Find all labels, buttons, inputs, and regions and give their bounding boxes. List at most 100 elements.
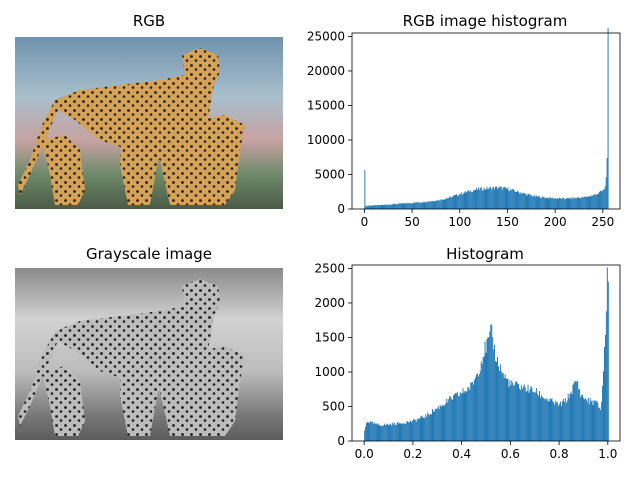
- gray-hist-bar: [375, 424, 377, 441]
- rgb-hist-bar: [372, 205, 373, 209]
- gray-hist-bar: [434, 408, 436, 441]
- rgb-hist-bar: [515, 191, 517, 209]
- gray-hist-bar: [433, 411, 435, 441]
- gray-hist-bar: [483, 356, 485, 441]
- rgb-hist-bar: [466, 191, 468, 209]
- gray-hist-bar: [530, 386, 532, 441]
- rgb-hist-bar: [404, 203, 406, 209]
- gray-hist-bar: [495, 361, 497, 441]
- rgb-hist-bar: [476, 189, 478, 209]
- rgb-hist-bar: [541, 196, 543, 209]
- gray-hist-bar: [582, 394, 583, 441]
- gray-hist-bar: [400, 423, 402, 441]
- gray-hist-bar: [507, 378, 509, 441]
- rgb-hist-bar: [416, 202, 418, 209]
- gray-hist-bar: [368, 422, 370, 441]
- grayscale-image-title: Grayscale image: [86, 245, 212, 263]
- rgb-hist-bar: [477, 187, 479, 209]
- gray-hist-bar: [595, 401, 597, 441]
- rgb-hist-bar: [522, 192, 524, 209]
- rgb-hist-bar: [566, 197, 568, 209]
- gray-hist-ytick-label: 2000: [314, 296, 345, 310]
- gray-hist-bar: [488, 337, 490, 441]
- gray-hist-bar: [525, 391, 527, 441]
- gray-hist-bar: [441, 405, 443, 441]
- gray-hist-bar: [364, 430, 366, 441]
- gray-hist-bar: [379, 425, 381, 441]
- rgb-hist-bar: [435, 200, 437, 209]
- gray-hist-bar: [489, 331, 491, 441]
- gray-hist-bar: [432, 411, 434, 441]
- rgb-hist-bar: [591, 195, 593, 209]
- rgb-hist-bar: [595, 194, 597, 209]
- gray-hist-ytick-label: 1500: [314, 330, 345, 344]
- gray-hist-bar: [368, 422, 369, 441]
- rgb-hist-bar: [599, 191, 600, 209]
- gray-hist-bar: [395, 424, 397, 441]
- gray-hist-bar: [432, 409, 433, 441]
- rgb-hist-bar: [368, 205, 370, 209]
- gray-hist-bar: [372, 423, 374, 441]
- rgb-hist-bar: [524, 193, 526, 209]
- rgb-hist-bar: [571, 198, 573, 209]
- gray-hist-bar: [420, 416, 422, 441]
- rgb-hist-bar: [578, 197, 580, 209]
- rgb-hist-bar: [408, 203, 410, 209]
- rgb-hist-bar: [555, 198, 557, 209]
- gray-hist-bar: [551, 398, 553, 441]
- gray-hist-bar: [480, 361, 482, 441]
- gray-hist-bar: [516, 381, 518, 441]
- rgb-hist-bar: [395, 204, 397, 209]
- gray-hist-bar: [502, 372, 504, 441]
- gray-hist-bar: [406, 421, 408, 441]
- gray-hist-bar: [542, 398, 544, 441]
- rgb-hist-xtick-label: 200: [544, 215, 567, 229]
- rgb-hist-bar: [452, 196, 454, 209]
- rgb-hist-bar: [464, 191, 466, 209]
- gray-hist-bar: [456, 392, 458, 441]
- gray-hist-bar: [496, 361, 497, 441]
- grayscale-image: [15, 268, 283, 440]
- gray-hist-bar: [588, 404, 590, 441]
- gray-hist-bar: [422, 418, 424, 441]
- rgb-hist-bar: [523, 193, 525, 209]
- rgb-hist-bar: [424, 202, 426, 209]
- gray-hist-bar: [377, 423, 379, 441]
- rgb-hist-bar: [420, 202, 422, 209]
- gray-hist-bar: [524, 387, 526, 441]
- gray-hist-bar: [457, 395, 459, 441]
- gray-hist-bar: [428, 414, 430, 441]
- rgb-image-title: RGB: [133, 12, 165, 30]
- rgb-hist-bar: [490, 187, 492, 209]
- rgb-hist-bar: [428, 201, 430, 209]
- gray-hist-bar: [602, 385, 604, 441]
- gray-hist-bar: [424, 418, 426, 441]
- rgb-hist-bar: [393, 203, 394, 209]
- rgb-hist-bar: [367, 205, 369, 209]
- gray-hist-bar: [454, 393, 456, 441]
- rgb-hist-bar: [554, 198, 556, 209]
- gray-hist-bar: [421, 415, 423, 441]
- rgb-hist-bar: [389, 204, 391, 209]
- gray-hist-bar: [461, 393, 463, 441]
- gray-hist-bar: [579, 388, 581, 441]
- rgb-hist-bar: [377, 204, 379, 209]
- gray-hist-bar: [415, 421, 417, 441]
- gray-hist-bar: [590, 401, 592, 441]
- gray-hist-bar: [482, 357, 484, 441]
- rgb-hist-bar: [372, 205, 374, 209]
- rgb-hist-bar: [553, 198, 555, 209]
- rgb-hist-bar: [558, 198, 559, 209]
- rgb-hist-bar: [509, 191, 511, 209]
- gray-hist-bar: [534, 393, 536, 441]
- rgb-hist-bar: [493, 186, 495, 209]
- rgb-hist-bar: [494, 189, 496, 209]
- gray-hist-bar: [371, 421, 373, 441]
- rgb-hist-bar: [516, 192, 517, 209]
- rgb-hist-bar: [481, 190, 483, 209]
- rgb-hist-bar: [519, 192, 521, 209]
- gray-hist-bar: [587, 397, 589, 441]
- rgb-hist-bar: [419, 202, 421, 209]
- rgb-hist-ytick-label: 15000: [307, 98, 345, 112]
